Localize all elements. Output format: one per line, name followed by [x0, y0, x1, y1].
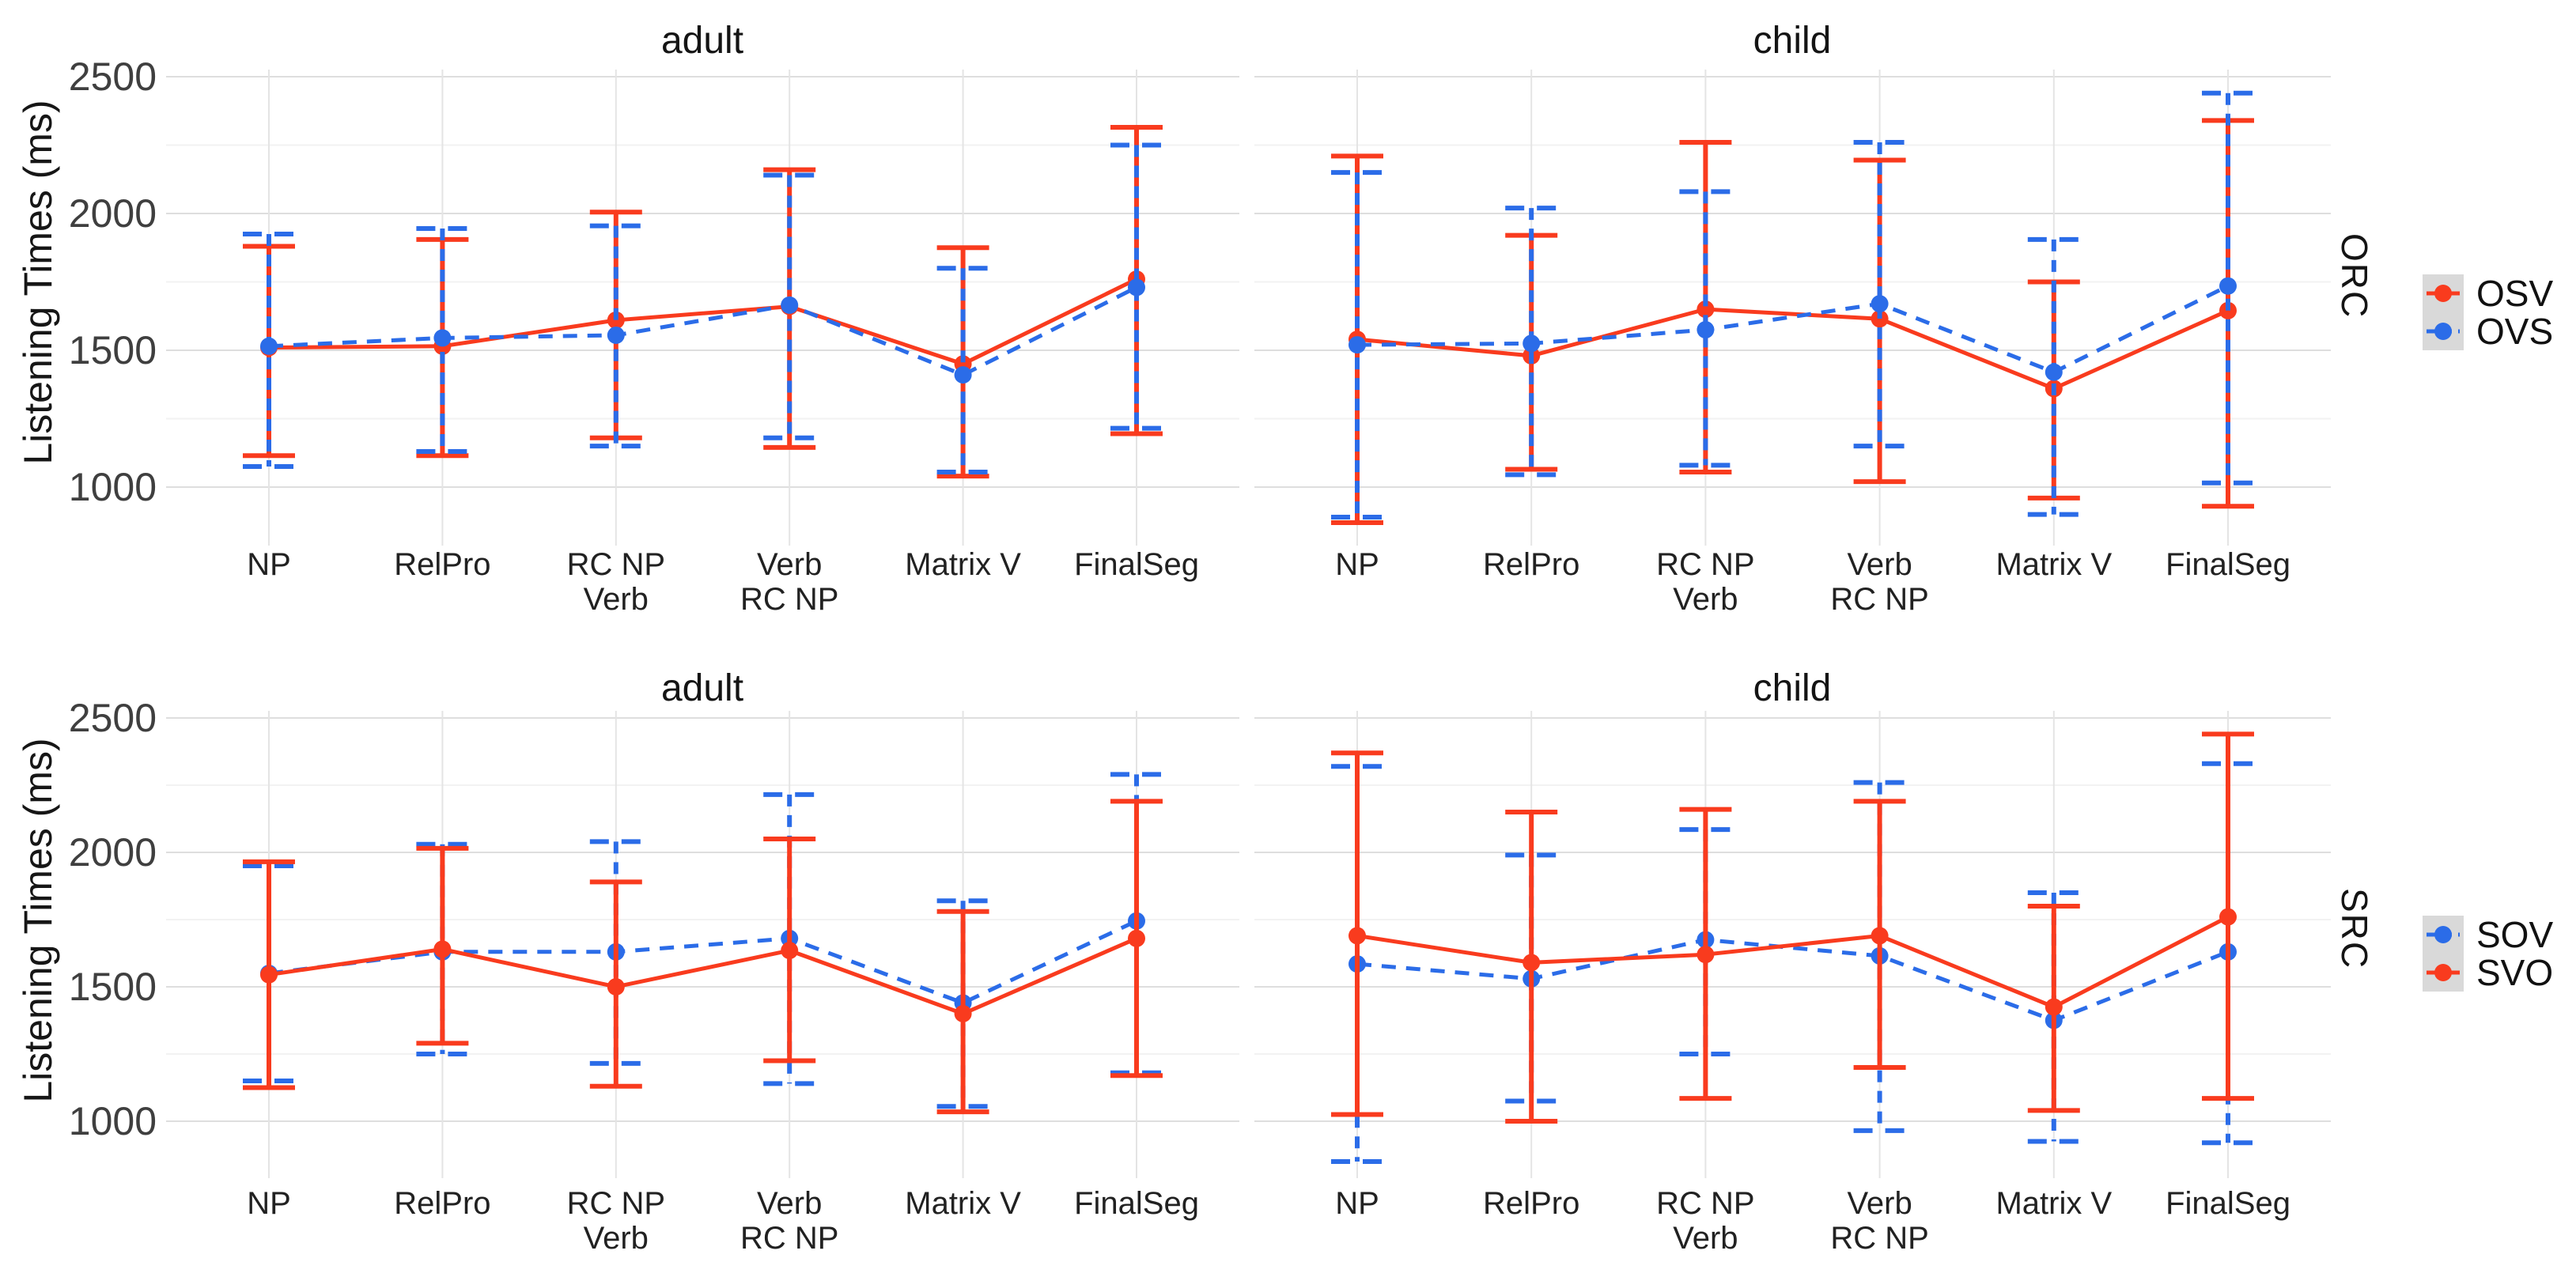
data-point-OSV	[607, 311, 625, 329]
legend-label-svo: SVO	[2476, 952, 2554, 993]
legend-label-column: SOV SVO	[2476, 916, 2553, 992]
legend-orc: OSV OVS	[2423, 274, 2553, 350]
data-point-OVS	[781, 296, 799, 314]
y-tick-label: 1000	[68, 465, 157, 509]
data-point-SVO	[1349, 927, 1366, 945]
plot-panel-SRC-child	[1254, 711, 2331, 1178]
data-point-OSV	[1697, 300, 1715, 319]
legend-label-osv: OSV	[2476, 273, 2554, 314]
x-tick-label-NP: NP	[1335, 547, 1379, 582]
legend-key-column	[2423, 274, 2464, 350]
x-tick-label-Verb-RC-NP: Verb RC NP	[740, 547, 839, 617]
x-tick-label-Matrix-V: Matrix V	[1995, 1186, 2113, 1221]
data-point-SVO	[1128, 929, 1145, 947]
y-tick-label: 2500	[68, 696, 157, 740]
x-tick-label-Matrix-V: Matrix V	[905, 547, 1021, 582]
x-tick-label-RC-NP-Verb: RC NP Verb	[566, 1186, 666, 1256]
y-tick-label: 2500	[68, 55, 157, 99]
x-tick-label-FinalSeg: FinalSeg	[2166, 1186, 2290, 1221]
legend-key-osv	[2427, 285, 2460, 302]
data-point-OVS	[954, 366, 972, 384]
plot-panel-SRC-adult	[166, 711, 1239, 1178]
facet-title-child-orc: child	[1753, 20, 1832, 62]
data-point-SVO	[1697, 946, 1715, 964]
series-line-SVO	[1356, 915, 2230, 1010]
x-tick-label-RelPro: RelPro	[1483, 1186, 1580, 1221]
data-point-OVS	[2219, 277, 2237, 295]
data-point-OVS	[1523, 334, 1541, 353]
data-point-OVS	[1697, 321, 1715, 339]
x-tick-label-NP: NP	[247, 547, 291, 582]
plot-panel-ORC-child	[1254, 70, 2331, 546]
y-tick-label: 2000	[68, 830, 157, 875]
y-tick-label: 2000	[68, 191, 157, 236]
x-tick-label-Matrix-V: Matrix V	[905, 1186, 1021, 1221]
data-point-OVS	[1349, 336, 1366, 354]
legend-key-column	[2423, 916, 2464, 992]
y-tick-label: 1500	[68, 328, 157, 372]
legend-label-column: OSV OVS	[2476, 274, 2553, 350]
x-tick-label-RelPro: RelPro	[394, 1186, 491, 1221]
x-tick-label-RC-NP-Verb: RC NP Verb	[566, 547, 666, 617]
data-point-SVO	[781, 942, 799, 960]
series-line-SVO	[268, 936, 1137, 1016]
series-line-OSV	[1356, 307, 2230, 391]
x-tick-label-Verb-RC-NP: Verb RC NP	[1830, 547, 1929, 617]
data-point-OSV	[1871, 310, 1889, 328]
legend-label-sov: SOV	[2476, 914, 2554, 955]
data-point-SVO	[2045, 998, 2063, 1016]
facet-title-child-src: child	[1753, 667, 1832, 709]
x-tick-label-Verb-RC-NP: Verb RC NP	[1830, 1186, 1929, 1256]
series-line-SOV	[268, 919, 1138, 1006]
y-tick-label: 1500	[68, 965, 157, 1009]
data-point-SVO	[607, 978, 625, 996]
data-point-OSV	[2219, 301, 2237, 319]
x-tick-label-RelPro: RelPro	[394, 547, 491, 582]
facet-title-adult-src: adult	[660, 667, 744, 709]
data-point-SVO	[2219, 908, 2237, 926]
data-point-SVO	[260, 965, 278, 984]
data-point-OVS	[1871, 295, 1889, 313]
x-tick-label-FinalSeg: FinalSeg	[1074, 547, 1199, 582]
series-line-OVS	[1356, 284, 2230, 375]
data-point-OVS	[260, 337, 278, 355]
legend-key-svo	[2427, 964, 2460, 981]
series-line-OSV	[268, 277, 1138, 366]
data-point-SVO	[1523, 954, 1541, 972]
data-point-OVS	[607, 326, 625, 344]
series-line-SOV	[1356, 937, 2229, 1023]
x-tick-label-NP: NP	[247, 1186, 291, 1221]
data-point-SVO	[954, 1005, 972, 1022]
x-tick-label-Matrix-V: Matrix V	[1995, 547, 2113, 582]
facet-title-adult-orc: adult	[660, 20, 744, 62]
legend-key-sov	[2427, 926, 2460, 943]
x-tick-label-RelPro: RelPro	[1483, 547, 1580, 582]
x-tick-label-RC-NP-Verb: RC NP Verb	[1656, 547, 1755, 617]
data-point-OVS	[1128, 278, 1145, 297]
data-point-SVO	[433, 940, 452, 958]
facet-strip-orc: ORC	[2334, 233, 2375, 319]
legend-key-ovs	[2427, 323, 2460, 340]
data-point-OVS	[433, 329, 452, 347]
legend-src: SOV SVO	[2423, 916, 2553, 992]
data-point-OVS	[2045, 363, 2063, 381]
x-tick-label-NP: NP	[1335, 1186, 1379, 1221]
y-tick-label: 1000	[68, 1099, 157, 1143]
series-line-OVS	[268, 285, 1138, 377]
x-tick-label-Verb-RC-NP: Verb RC NP	[740, 1186, 839, 1256]
facet-strip-src: SRC	[2334, 888, 2375, 970]
data-point-SVO	[1871, 927, 1889, 945]
x-tick-label-FinalSeg: FinalSeg	[1074, 1186, 1199, 1221]
plot-panel-ORC-adult	[166, 70, 1239, 546]
x-tick-label-FinalSeg: FinalSeg	[2166, 547, 2290, 582]
x-tick-label-RC-NP-Verb: RC NP Verb	[1656, 1186, 1755, 1256]
legend-label-ovs: OVS	[2476, 311, 2554, 352]
